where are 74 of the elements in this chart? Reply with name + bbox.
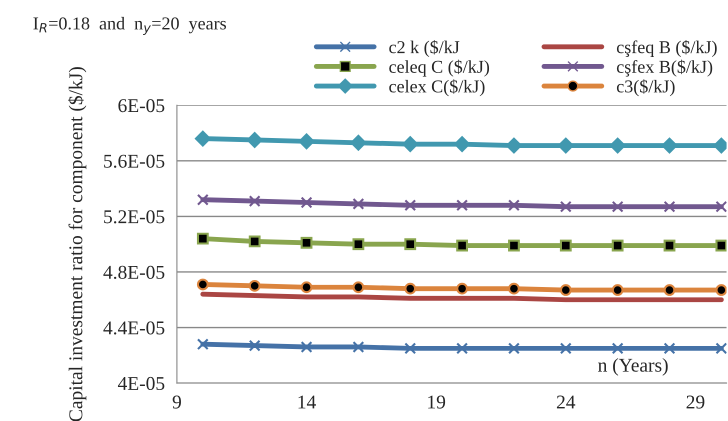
point xyxy=(560,240,572,252)
x-tick-label: 9 xyxy=(172,396,181,409)
y-axis-title: Capital investment ratio for component ($/kJ) xyxy=(68,67,86,421)
point xyxy=(610,138,626,154)
legend-label: c2 k ($/kJ xyxy=(389,40,460,57)
point xyxy=(506,138,522,154)
chart-title: I$_{R}$=0.18 and n$_{y}$=20 years xyxy=(33,16,226,35)
point xyxy=(246,132,263,148)
point xyxy=(662,138,678,154)
point xyxy=(558,138,574,154)
point xyxy=(196,278,209,290)
point xyxy=(404,199,416,212)
point xyxy=(454,136,470,152)
point xyxy=(300,341,312,353)
point xyxy=(404,342,416,354)
point xyxy=(350,134,366,151)
y-tick-label: 6E-05 xyxy=(118,99,164,112)
point xyxy=(508,199,520,212)
point xyxy=(402,136,418,152)
x-tick-label: 19 xyxy=(428,396,446,409)
x-tick-label: 24 xyxy=(556,396,576,408)
y-tick-label: 4E-05 xyxy=(118,376,164,390)
point xyxy=(248,195,261,208)
point xyxy=(196,338,209,350)
point xyxy=(352,198,364,210)
legend-label: c3($/kJ) xyxy=(616,79,675,96)
point xyxy=(352,341,364,353)
point xyxy=(612,240,624,252)
point xyxy=(664,284,676,296)
point xyxy=(300,196,312,208)
legend-label: celeq C ($/kJ) xyxy=(389,60,490,77)
point xyxy=(248,340,261,352)
point xyxy=(715,342,727,354)
legend-label: cşfex B($/kJ) xyxy=(616,60,712,77)
point xyxy=(298,133,314,150)
point xyxy=(194,130,211,147)
point xyxy=(456,282,468,295)
point xyxy=(560,200,572,213)
x-tick-label: 14 xyxy=(298,396,316,408)
point xyxy=(560,284,572,296)
point xyxy=(715,200,727,213)
point xyxy=(404,238,416,250)
point xyxy=(715,284,727,296)
y-tick-label: 4.4E-05 xyxy=(103,321,164,335)
point xyxy=(248,235,261,248)
x-tick-label: 29 xyxy=(686,396,704,409)
point xyxy=(404,282,416,295)
point xyxy=(456,342,468,354)
point xyxy=(508,342,520,354)
point xyxy=(612,284,624,296)
point xyxy=(248,280,261,292)
point xyxy=(352,238,364,250)
x-axis-title: n (Years) xyxy=(598,358,668,376)
legend-label: cşfeq B ($/kJ) xyxy=(616,40,717,57)
point xyxy=(456,240,468,252)
point xyxy=(612,200,624,213)
point xyxy=(664,200,676,213)
point xyxy=(508,282,520,295)
y-tick-label: 4.8E-05 xyxy=(103,266,164,279)
point xyxy=(300,281,312,294)
point xyxy=(715,240,727,252)
legend-label: celex C($/kJ) xyxy=(389,79,485,96)
point xyxy=(664,240,676,252)
point xyxy=(352,281,364,294)
point xyxy=(508,240,520,252)
point xyxy=(612,342,624,354)
y-tick-label: 5.2E-05 xyxy=(104,210,164,224)
point xyxy=(196,232,209,245)
point xyxy=(300,236,312,249)
point xyxy=(196,194,209,206)
y-tick-label: 5.6E-05 xyxy=(104,154,164,168)
point xyxy=(664,342,676,354)
point xyxy=(560,342,572,354)
point xyxy=(456,199,468,212)
